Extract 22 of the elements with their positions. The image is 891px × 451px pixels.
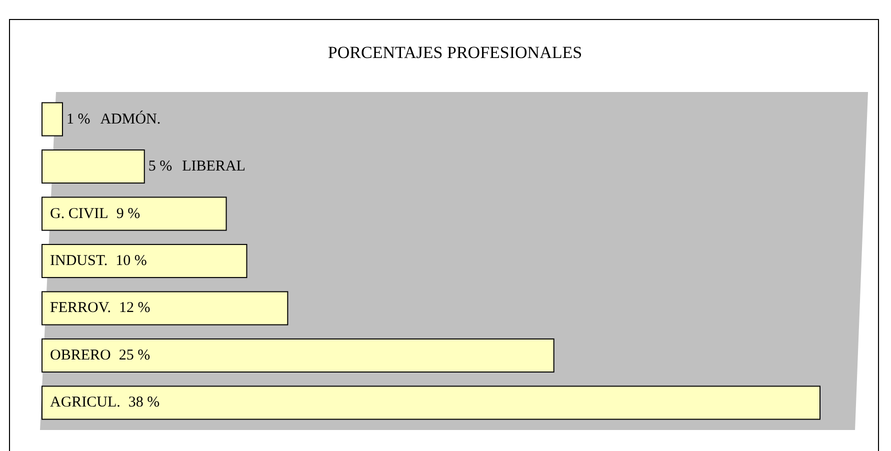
data-label: 25 % <box>118 347 150 364</box>
bar <box>42 149 145 184</box>
bar <box>42 244 248 278</box>
bar <box>42 291 288 326</box>
bar <box>42 196 227 231</box>
data-label: 38 % <box>128 394 160 411</box>
data-label: 12 % <box>118 300 150 316</box>
data-label: 5 % <box>148 158 172 175</box>
y-tick-label: INDUST. <box>50 253 108 269</box>
y-tick-label: G. CIVIL <box>50 206 108 222</box>
chart-title: PORCENTAJES PROFESIONALES <box>328 43 582 62</box>
data-label: 9 % <box>116 206 140 222</box>
y-tick-label: LIBERAL <box>182 158 246 175</box>
y-tick-label: OBRERO <box>50 347 112 364</box>
bar <box>42 338 554 373</box>
bar <box>42 386 820 420</box>
bar <box>42 102 63 136</box>
y-tick-label: FERROV. <box>50 300 111 316</box>
y-tick-label: AGRICUL. <box>50 394 120 411</box>
y-tick-label: ADMÓN. <box>100 110 161 128</box>
data-label: 10 % <box>116 253 147 269</box>
data-label: 1 % <box>66 111 90 128</box>
